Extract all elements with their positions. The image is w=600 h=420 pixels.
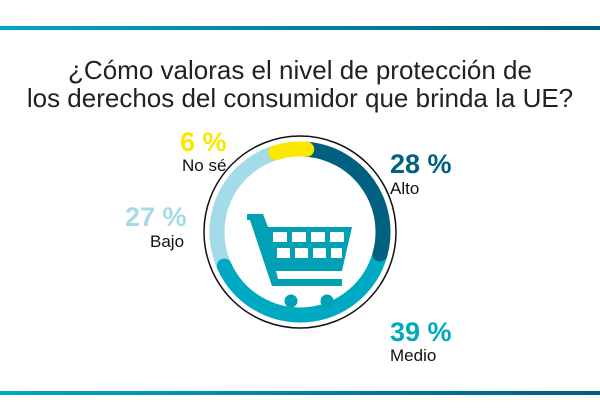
category-label-medio: Medio (390, 346, 437, 365)
value-label-no-se: 6 % (180, 127, 227, 157)
title-line-2: los derechos del consumidor que brinda l… (26, 83, 574, 113)
category-label-alto: Alto (390, 179, 420, 198)
donut-segment-medio (216, 246, 388, 323)
shopping-cart-icon (247, 214, 352, 308)
value-label-medio: 39 % (390, 317, 452, 347)
donut-segment-no-sé (268, 141, 315, 161)
donut-segment-bajo (209, 145, 284, 274)
bottom-divider (0, 391, 600, 395)
top-divider (0, 26, 600, 30)
category-label-bajo: Bajo (150, 232, 185, 251)
value-label-bajo: 27 % (125, 202, 187, 232)
title-line-1: ¿Cómo valoras el nivel de protección de (68, 55, 532, 85)
category-label-no-se: No sé (182, 156, 227, 175)
donut-segment-alto (299, 141, 391, 262)
value-label-alto: 28 % (390, 149, 452, 179)
outer-ring (203, 135, 397, 329)
chart-title: ¿Cómo valoras el nivel de protección de … (0, 56, 600, 112)
